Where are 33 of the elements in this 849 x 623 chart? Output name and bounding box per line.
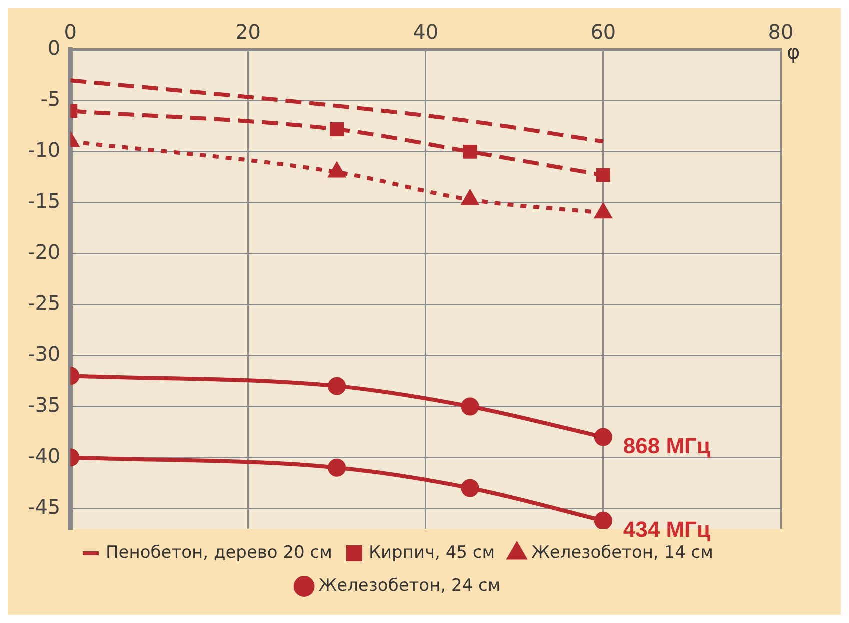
y-tick-label: -10 — [28, 138, 61, 162]
point — [461, 398, 480, 416]
point — [461, 479, 480, 498]
line-series — [70, 78, 606, 144]
legend-label: Кирпич, 45 см — [368, 542, 496, 563]
y-tick-label: -15 — [28, 189, 61, 214]
point — [594, 512, 612, 529]
y-tick-label: -5 — [40, 87, 61, 112]
point — [462, 190, 478, 206]
point — [328, 458, 346, 477]
point — [463, 144, 478, 159]
y-tick-label: -35 — [28, 392, 61, 417]
x-tick-label: 60 — [590, 20, 616, 44]
point — [595, 204, 612, 219]
point — [328, 377, 346, 396]
point — [330, 122, 344, 136]
y-tick-label: -30 — [28, 342, 61, 366]
point — [594, 428, 612, 446]
point — [328, 163, 346, 178]
annotation: 868 МГц — [623, 433, 712, 458]
y-tick-label: -45 — [28, 494, 61, 519]
point — [596, 168, 610, 182]
x-tick-label: 20 — [236, 20, 261, 44]
y-tick-label: 0 — [48, 36, 61, 60]
x-tick-label: 0 — [64, 20, 78, 44]
annotation: 434 МГц — [623, 516, 712, 542]
x-tick-label: 40 — [413, 20, 439, 44]
y-tick-label: -20 — [28, 240, 61, 264]
y-tick-label: -40 — [28, 444, 61, 468]
legend-label: Пенобетон, дерево 20 см — [106, 542, 332, 563]
y-tick-label: -25 — [28, 290, 61, 315]
legend-label: Железобетон, 14 см — [532, 542, 714, 563]
legend-label: Железобетон, 24 см — [318, 576, 501, 596]
